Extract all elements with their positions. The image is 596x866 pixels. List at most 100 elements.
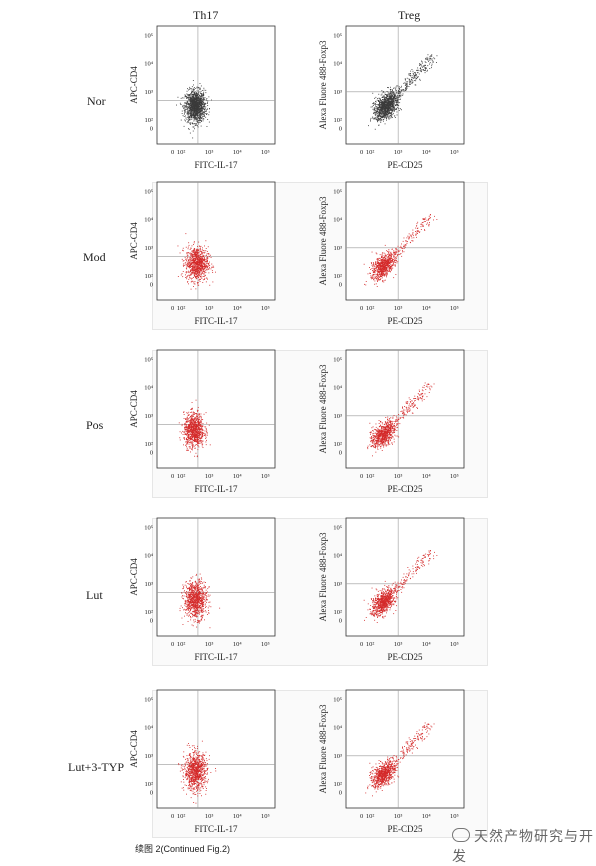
event-point (192, 583, 193, 584)
event-point (191, 787, 192, 788)
event-point (188, 101, 189, 102)
event-point (199, 120, 200, 121)
event-point (189, 599, 190, 600)
event-point (206, 429, 207, 430)
event-point (189, 117, 190, 118)
event-point (191, 763, 192, 764)
event-point (185, 259, 186, 260)
event-point (186, 98, 187, 99)
event-point (194, 758, 195, 759)
event-point (195, 770, 196, 771)
event-point (191, 764, 192, 765)
event-point (189, 422, 190, 423)
event-point (196, 261, 197, 262)
event-point (199, 267, 200, 268)
plot-frame (157, 518, 275, 636)
event-point (188, 612, 189, 613)
event-point (198, 601, 199, 602)
event-point (196, 615, 197, 616)
event-point (210, 606, 211, 607)
event-point (183, 769, 184, 770)
event-point (200, 440, 201, 441)
event-point (198, 771, 199, 772)
event-point (200, 83, 201, 84)
event-point (197, 276, 198, 277)
event-point (187, 772, 188, 773)
event-point (191, 112, 192, 113)
event-point (194, 105, 195, 106)
event-point (203, 606, 204, 607)
event-point (191, 102, 192, 103)
event-point (204, 260, 205, 261)
event-point (200, 608, 201, 609)
event-point (199, 418, 200, 419)
event-point (194, 118, 195, 119)
event-point (190, 577, 191, 578)
event-point (200, 779, 201, 780)
event-point (199, 603, 200, 604)
event-point (206, 597, 207, 598)
event-point (194, 93, 195, 94)
event-point (191, 423, 192, 424)
event-point (192, 98, 193, 99)
event-point (191, 256, 192, 257)
event-point (192, 600, 193, 601)
event-point (187, 778, 188, 779)
event-point (185, 610, 186, 611)
event-point (201, 107, 202, 108)
event-point (201, 432, 202, 433)
event-point (195, 251, 196, 252)
event-point (196, 266, 197, 267)
x-axis-label: FITC-IL-17 (195, 160, 238, 170)
event-point (204, 426, 205, 427)
event-point (200, 762, 201, 763)
event-point (185, 592, 186, 593)
event-point (197, 620, 198, 621)
event-point (194, 267, 195, 268)
event-point (202, 104, 203, 105)
event-point (203, 588, 204, 589)
event-point (211, 264, 212, 265)
event-point (191, 439, 192, 440)
event-point (206, 248, 207, 249)
event-point (187, 583, 188, 584)
event-point (200, 769, 201, 770)
event-point (183, 775, 184, 776)
event-point (198, 415, 199, 416)
event-point (189, 592, 190, 593)
event-point (193, 85, 194, 86)
event-point (183, 438, 184, 439)
event-point (187, 430, 188, 431)
event-point (199, 109, 200, 110)
event-point (197, 602, 198, 603)
event-point (200, 259, 201, 260)
event-point (192, 111, 193, 112)
event-point (203, 788, 204, 789)
x-tick-label: 10⁵ (261, 149, 270, 156)
event-point (206, 590, 207, 591)
event-point (190, 429, 191, 430)
event-point (188, 117, 189, 118)
event-point (206, 259, 207, 260)
event-point (186, 431, 187, 432)
event-point (198, 110, 199, 111)
event-point (183, 434, 184, 435)
event-point (206, 598, 207, 599)
event-point (204, 768, 205, 769)
event-point (194, 784, 195, 785)
event-point (201, 252, 202, 253)
event-point (196, 754, 197, 755)
event-point (196, 118, 197, 119)
event-point (190, 772, 191, 773)
event-point (197, 429, 198, 430)
event-point (196, 268, 197, 269)
event-point (204, 414, 205, 415)
event-point (191, 783, 192, 784)
y-tick-label: 0 (150, 281, 153, 288)
y-tick-label: 10⁴ (144, 725, 154, 732)
event-point (200, 605, 201, 606)
event-point (201, 761, 202, 762)
event-point (182, 788, 183, 789)
event-point (201, 581, 202, 582)
event-point (202, 760, 203, 761)
